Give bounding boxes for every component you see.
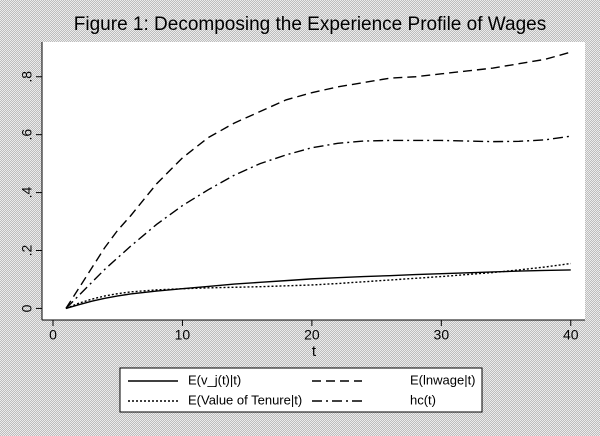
series-line <box>65 135 571 309</box>
x-tick-label: 30 <box>434 327 450 343</box>
x-tick-label: 10 <box>175 327 191 343</box>
y-tick-label: .4 <box>19 187 35 199</box>
y-tick-label: .2 <box>19 244 35 256</box>
legend-label: E(lnwage|t) <box>410 372 476 387</box>
x-tick-label: 0 <box>49 327 57 343</box>
legend <box>119 367 483 413</box>
series-line <box>65 262 571 310</box>
series-line <box>65 269 571 310</box>
plot-area <box>42 42 585 320</box>
y-tick-label: .8 <box>19 71 35 83</box>
x-tick-label: 40 <box>563 327 579 343</box>
y-tick-label: 0 <box>19 304 35 312</box>
legend-label: E(Value of Tenure|t) <box>188 392 302 407</box>
x-tick-label: 20 <box>304 327 320 343</box>
legend-label: E(v_j(t)|t) <box>188 372 241 387</box>
series-line <box>65 51 571 309</box>
legend-label: hc(t) <box>410 392 436 407</box>
chart-title: Figure 1: Decomposing the Experience Pro… <box>74 14 546 35</box>
x-axis-label: t <box>312 343 317 360</box>
y-tick-label: .6 <box>19 129 35 141</box>
